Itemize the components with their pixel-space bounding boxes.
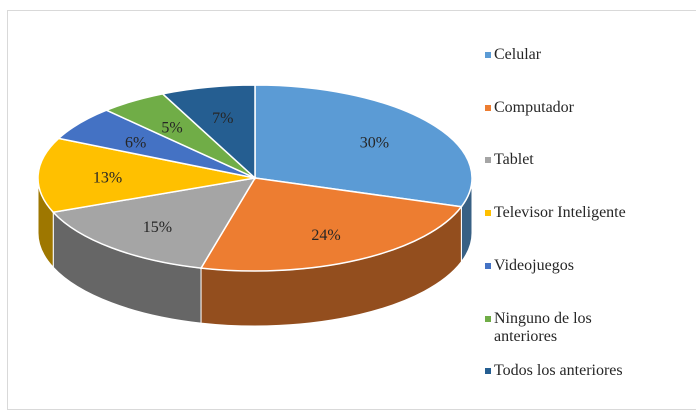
chart-frame — [7, 10, 696, 410]
slice — [51, 176, 257, 269]
data-label: 15% — [143, 219, 172, 236]
slice — [199, 177, 463, 272]
legend-label: Videojuegos — [494, 257, 574, 274]
data-label: 13% — [93, 170, 122, 187]
legend-swatch — [485, 316, 491, 322]
legend-label: Televisor Inteligente — [494, 204, 626, 221]
legend-label: Todos los anteriores — [494, 362, 623, 379]
data-label: 7% — [212, 110, 233, 127]
legend-label: Computador — [494, 99, 574, 116]
legend-swatch — [485, 52, 491, 58]
slice — [37, 137, 256, 214]
data-label: 24% — [311, 227, 340, 244]
legend-swatch — [485, 263, 491, 269]
legend-swatch — [485, 368, 491, 374]
data-label: 6% — [125, 135, 146, 152]
legend-label: Tablet — [494, 151, 534, 168]
legend-swatch — [485, 105, 491, 111]
legend-swatch — [485, 210, 491, 216]
legend-label: Celular — [494, 46, 542, 63]
data-label: 5% — [161, 119, 182, 136]
legend-label: Ninguno de los anteriores — [494, 310, 592, 345]
slice — [161, 84, 256, 180]
legend-swatch — [485, 157, 491, 163]
slice — [254, 84, 473, 208]
data-label: 30% — [360, 135, 389, 152]
